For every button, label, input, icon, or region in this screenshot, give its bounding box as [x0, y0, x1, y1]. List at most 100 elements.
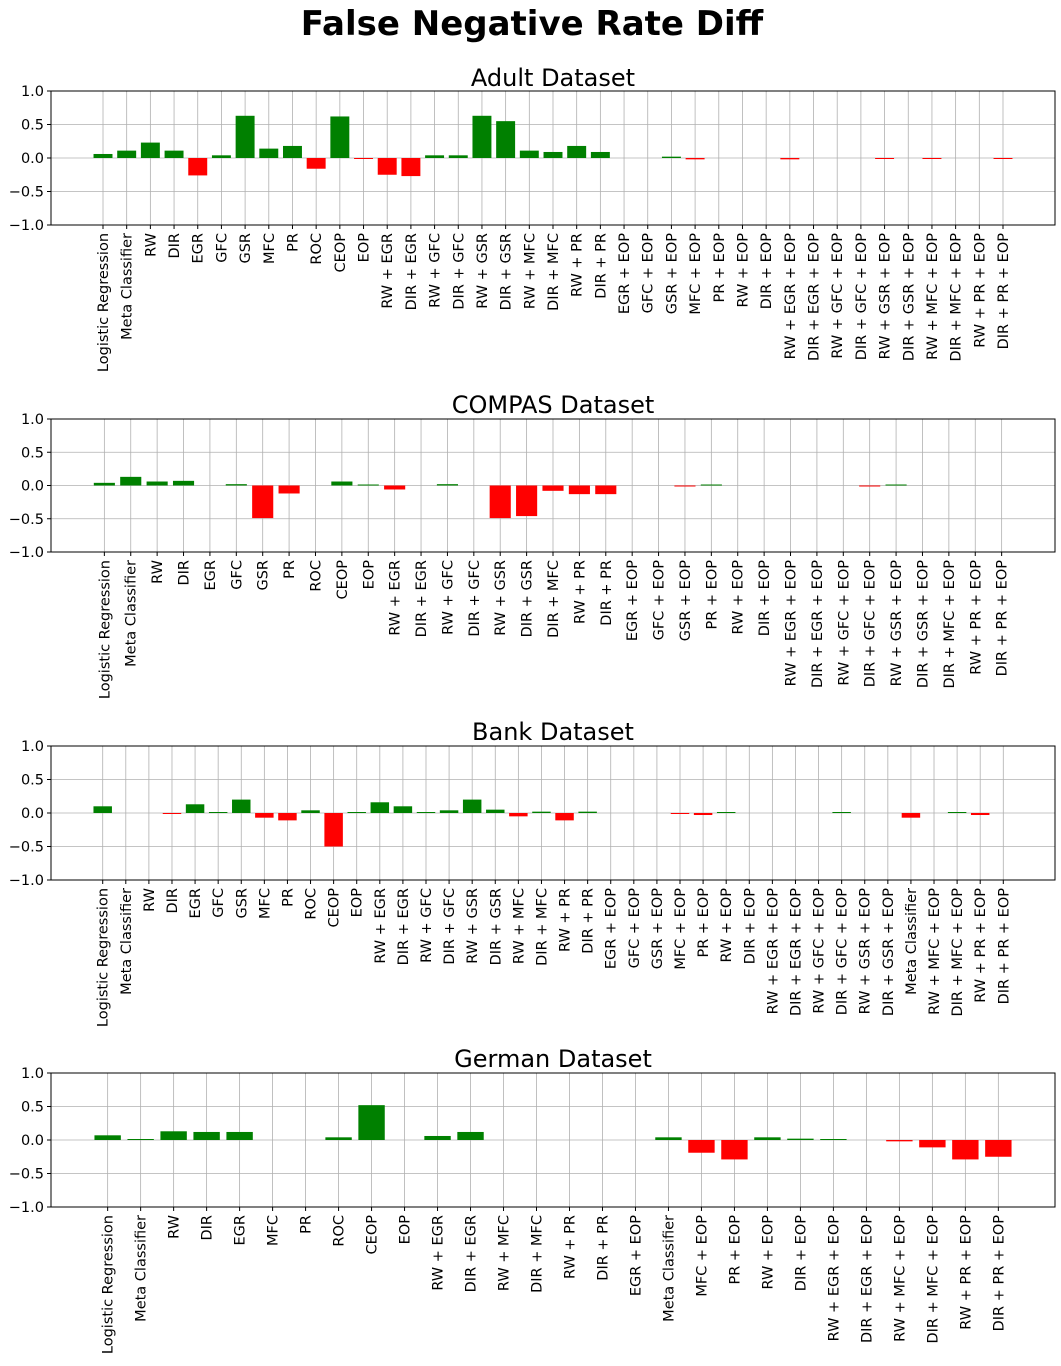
x-tick-label: DIR + GSR + EOP: [881, 888, 897, 1016]
bar: [859, 485, 881, 487]
bar: [93, 153, 113, 158]
bar: [193, 1131, 220, 1140]
chart-title: Adult Dataset: [471, 64, 635, 92]
bar: [885, 484, 907, 486]
x-tick-label: EOP: [361, 560, 377, 590]
bar: [127, 1139, 154, 1140]
bar: [567, 145, 587, 158]
x-tick-label: RW + PR + EOP: [968, 560, 984, 675]
x-tick-label: DIR + PR + EOP: [996, 888, 1012, 1005]
y-tick-label: −1.0: [9, 1200, 44, 1216]
x-tick-label: DIR: [200, 1215, 216, 1241]
x-axis: Logistic Regression Meta Classifier RW DIR E…: [96, 880, 1012, 1027]
x-tick-label: CEOP: [327, 888, 343, 928]
x-axis: Logistic Regression Meta Classifier RW DIR E…: [96, 225, 1012, 372]
bar: [661, 156, 681, 158]
x-tick-label: PR: [280, 888, 296, 907]
x-tick-label: RW: [143, 233, 159, 257]
x-tick-label: DIR + EGR: [404, 233, 420, 310]
x-tick-label: GFC: [229, 560, 245, 590]
x-tick-label: MFC + EOP: [673, 888, 689, 970]
x-tick-label: EGR + EOP: [625, 560, 641, 641]
chart-title: German Dataset: [454, 1045, 652, 1073]
bar: [448, 155, 468, 158]
bar: [188, 158, 208, 176]
bar: [301, 810, 320, 813]
y-tick-label: −0.5: [9, 185, 44, 201]
x-tick-label: RW + EOP: [719, 888, 735, 963]
x-tick-label: ROC: [304, 888, 320, 920]
x-tick-label: DIR + PR: [599, 560, 615, 626]
bar: [324, 813, 343, 847]
x-tick-label: DIR + EOP: [759, 233, 775, 309]
x-tick-label: Meta Classifier: [120, 233, 136, 340]
bars: [93, 115, 1013, 177]
x-tick-label: DIR + MFC: [546, 233, 562, 311]
x-tick-label: PR + EOP: [727, 1215, 743, 1285]
x-tick-label: EGR + EOP: [617, 233, 633, 314]
x-tick-label: DIR: [177, 560, 193, 586]
x-tick-label: RW + EGR: [373, 888, 389, 964]
figure-title: False Negative Rate Diff: [301, 4, 764, 44]
chart-title: Bank Dataset: [472, 718, 634, 746]
bar: [486, 809, 505, 813]
x-tick-label: DIR: [167, 233, 183, 259]
x-tick-label: PR: [299, 1215, 315, 1234]
y-tick-label: 0.5: [21, 445, 44, 461]
x-tick-label: DIR + MFC: [546, 560, 562, 638]
bar: [278, 813, 297, 821]
x-tick-label: RW + MFC + EOP: [927, 888, 943, 1015]
chart-adult: Adult Dataset 1.0 0.5 0.0 −0.5 −1.0 Logistic …: [9, 64, 1056, 372]
x-tick-label: RW + GSR + EOP: [878, 233, 894, 360]
x-tick-label: RW + PR: [570, 233, 586, 297]
x-tick-label: MFC: [266, 1215, 282, 1246]
bar: [208, 812, 228, 813]
bar: [185, 804, 205, 813]
bar: [439, 810, 459, 813]
x-tick-label: DIR + EGR: [464, 1215, 480, 1292]
bar: [325, 1137, 352, 1140]
plot-area: 1.0 0.5 0.0 −0.5 −1.0 Logistic Regression Meta…: [9, 1066, 1056, 1354]
x-tick-label: RW: [142, 888, 158, 912]
bar: [211, 155, 231, 158]
y-tick-label: −1.0: [9, 545, 44, 561]
bar: [255, 813, 274, 818]
x-tick-label: DIR + EGR: [396, 888, 412, 965]
x-tick-label: DIR + EGR + EOP: [810, 560, 826, 688]
x-tick-label: DIR + PR: [593, 233, 609, 299]
x-tick-label: DIR + GFC + EOP: [863, 560, 879, 688]
x-tick-label: DIR + GSR + EOP: [915, 560, 931, 688]
bar: [357, 484, 379, 486]
x-tick-label: DIR + GFC: [451, 233, 467, 310]
bar: [590, 151, 610, 158]
x-tick-label: GSR: [238, 233, 254, 264]
bar: [568, 485, 590, 495]
bar: [225, 484, 247, 486]
x-tick-label: GSR + EOP: [664, 233, 680, 314]
bar: [120, 476, 142, 486]
x-tick-label: MFC: [262, 233, 278, 264]
x-tick-label: Meta Classifier: [119, 888, 135, 995]
y-axis: 1.0 0.5 0.0 −0.5 −1.0: [9, 84, 51, 234]
bar: [832, 812, 851, 813]
x-tick-label: DIR + EGR: [414, 560, 430, 637]
bar: [685, 158, 705, 160]
bar: [700, 484, 722, 486]
chart-german: German Dataset 1.0 0.5 0.0 −0.5 −1.0 Logistic…: [9, 1045, 1056, 1354]
x-tick-label: RW + GFC + EOP: [812, 888, 828, 1014]
x-tick-label: GSR: [234, 888, 250, 919]
bar: [416, 812, 436, 813]
x-tick-label: DIR + GSR: [488, 888, 504, 965]
x-tick-label: RW + EOP: [731, 560, 747, 635]
bar: [721, 1140, 748, 1160]
bar: [578, 811, 597, 813]
bar: [688, 1140, 715, 1153]
x-tick-label: DIR + GSR: [499, 233, 515, 310]
x-tick-label: RW + GSR: [475, 233, 491, 309]
bar: [306, 158, 326, 169]
x-tick-label: DIR + EOP: [757, 560, 773, 636]
bar: [172, 480, 195, 486]
plot-area: 1.0 0.5 0.0 −0.5 −1.0 Logistic Regression Meta…: [9, 739, 1056, 1027]
bar: [780, 158, 800, 160]
